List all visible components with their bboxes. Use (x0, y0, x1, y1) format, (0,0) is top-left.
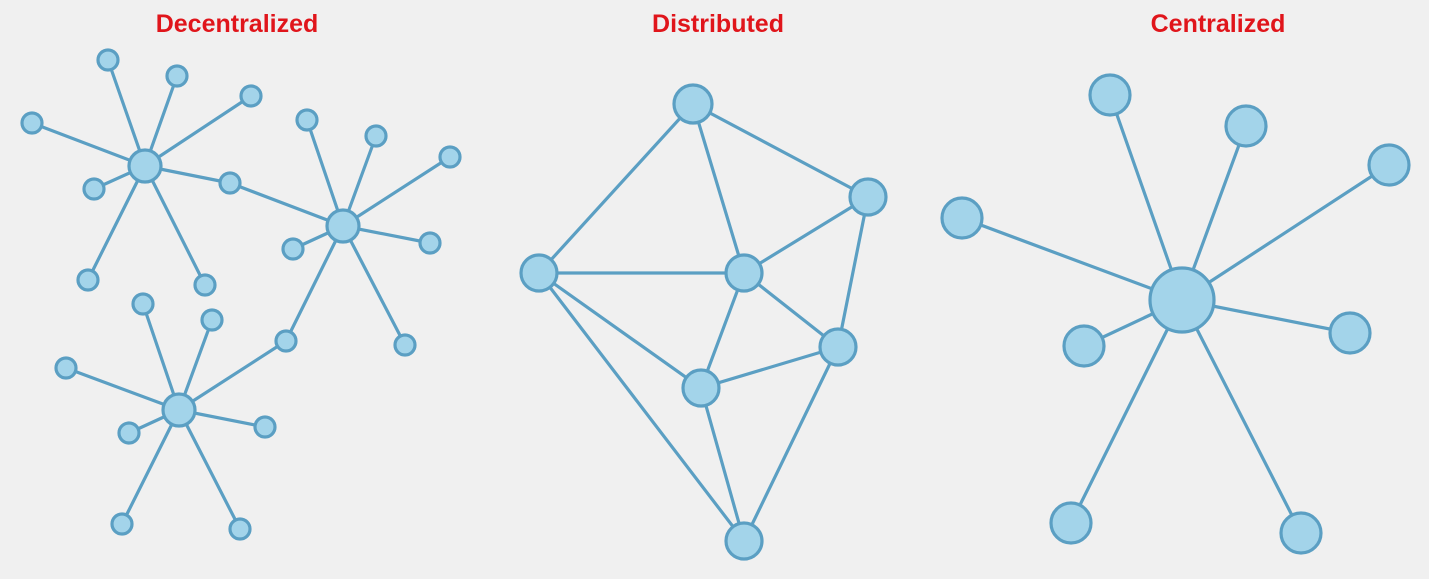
distributed-edge (691, 102, 870, 199)
distributed-node (724, 521, 764, 561)
distributed-node (519, 253, 559, 293)
distributed-node (848, 177, 888, 217)
decentralized-node (253, 415, 277, 439)
decentralized-node (54, 356, 78, 380)
decentralized-node (295, 108, 319, 132)
decentralized-edge (86, 164, 147, 282)
distributed-edge (691, 102, 746, 275)
decentralized-node (438, 145, 462, 169)
distributed-edge (742, 345, 840, 543)
decentralized-node (418, 231, 442, 255)
distributed-node (672, 83, 714, 125)
decentralized-node (239, 84, 263, 108)
centralized-node (1328, 311, 1372, 355)
centralized-edge (1180, 163, 1391, 302)
decentralized-edge (305, 118, 345, 228)
centralized-node (1062, 324, 1106, 368)
distributed-edge (699, 386, 746, 543)
centralized-node (1224, 104, 1268, 148)
centralized-node (1049, 501, 1093, 545)
decentralized-node (200, 308, 224, 332)
distributed-edge (742, 271, 840, 349)
decentralized-edge (284, 224, 345, 343)
distributed-edge (537, 271, 746, 543)
decentralized-node (281, 237, 305, 261)
decentralized-node (96, 48, 120, 72)
decentralized-edge (64, 366, 181, 412)
centralized-edge (960, 216, 1184, 302)
centralized-node (1279, 511, 1323, 555)
distributed-network (519, 83, 888, 561)
decentralized-edge (141, 302, 181, 412)
decentralized-edge (30, 121, 147, 168)
centralized-node (1148, 266, 1216, 334)
decentralized-node (161, 392, 197, 428)
distributed-edge (537, 271, 703, 390)
decentralized-node (325, 208, 361, 244)
centralized-node (940, 196, 984, 240)
centralized-node (1367, 143, 1411, 187)
decentralized-node (218, 171, 242, 195)
centralized-edge (1108, 93, 1184, 302)
distributed-node (724, 253, 764, 293)
decentralized-node (117, 421, 141, 445)
distributed-title: Distributed (652, 10, 784, 38)
centralized-node (1088, 73, 1132, 117)
centralized-edge (1069, 298, 1184, 525)
decentralized-node (364, 124, 388, 148)
centralized-edge (1180, 298, 1303, 535)
decentralized-node (20, 111, 44, 135)
distributed-edge (699, 271, 746, 390)
distributed-node (681, 368, 721, 408)
decentralized-edge (341, 224, 407, 347)
decentralized-node (131, 292, 155, 316)
decentralized-node (127, 148, 163, 184)
distributed-edge (836, 195, 870, 349)
decentralized-node (274, 329, 298, 353)
decentralized-node (193, 273, 217, 297)
decentralized-edge (143, 94, 253, 168)
decentralized-edge (106, 58, 147, 168)
decentralized-node (82, 177, 106, 201)
decentralized-node (228, 517, 252, 541)
centralized-network (940, 73, 1411, 555)
centralized-title: Centralized (1150, 10, 1286, 38)
decentralized-network (20, 48, 462, 541)
decentralized-edge (177, 339, 288, 412)
decentralized-edge (341, 155, 452, 228)
distributed-edge (537, 102, 695, 275)
distributed-node (818, 327, 858, 367)
decentralized-node (110, 512, 134, 536)
decentralized-edge (177, 408, 242, 531)
decentralized-node (76, 268, 100, 292)
decentralized-edge (143, 164, 207, 287)
decentralized-edge (120, 408, 181, 526)
decentralized-edge (228, 181, 345, 228)
decentralized-title: Decentralized (155, 10, 319, 38)
distributed-edge (742, 195, 870, 275)
distributed-edge (699, 345, 840, 390)
decentralized-node (165, 64, 189, 88)
decentralized-node (393, 333, 417, 357)
